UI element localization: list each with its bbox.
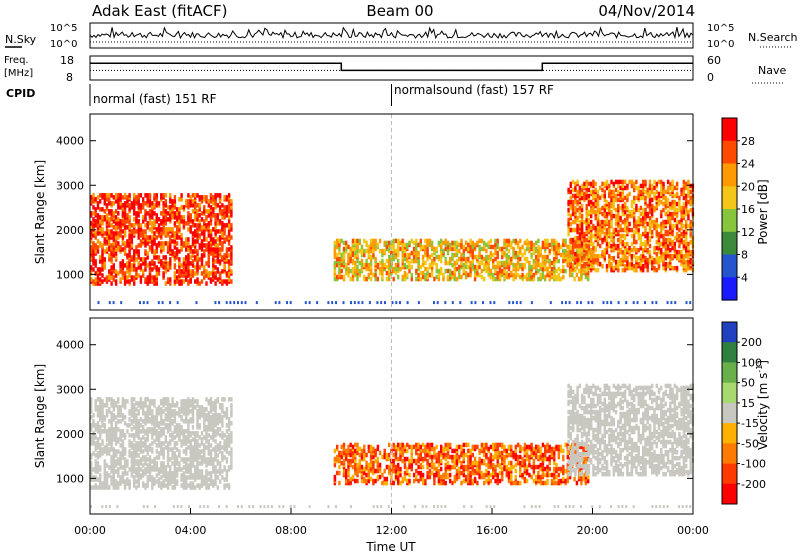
velocity-colorbar-label-main: Velocity [m s: [756, 373, 770, 450]
xtick-label-3: 12:00: [376, 524, 408, 537]
scatter-region-1: [334, 443, 590, 486]
freq-panel-frame: [90, 56, 693, 80]
scatter-region-0: [90, 397, 233, 490]
ytick-label-0: 1000: [56, 268, 84, 281]
colorbar-tick-7: -200: [741, 478, 766, 491]
colorbar-tick-3: 15: [741, 397, 755, 410]
power-heatmap: [90, 114, 694, 310]
colorbar-swatch-4: [722, 403, 737, 424]
nsearch-label: N.Search: [748, 31, 798, 44]
colorbar-swatch-1: [722, 141, 737, 164]
xtick-label-5: 20:00: [577, 524, 609, 537]
xtick-label-4: 16:00: [476, 524, 508, 537]
station-title: Adak East (fitACF): [92, 2, 227, 20]
ytick-label-3: 4000: [56, 135, 84, 148]
colorbar-swatch-7: [722, 464, 737, 485]
colorbar-swatch-4: [722, 209, 737, 232]
cpid-segment-1: normalsound (fast) 157 RF: [394, 83, 554, 97]
scatter-region-0: [90, 193, 233, 286]
freq-label-line1: Freq.: [4, 55, 29, 66]
noise-tick-left-bottom: 10^0: [50, 39, 77, 50]
ytick-label-0: 1000: [56, 472, 84, 485]
colorbar-swatch-6: [722, 255, 737, 278]
colorbar-swatch-2: [722, 164, 737, 187]
ytick-label-3: 4000: [56, 339, 84, 352]
colorbar-swatch-5: [722, 232, 737, 255]
colorbar-swatch-3: [722, 186, 737, 209]
freq-tick-top: 18: [60, 54, 74, 67]
colorbar-swatch-8: [722, 484, 737, 505]
noise-tick-right-bottom: 10^0: [707, 39, 734, 50]
colorbar-tick-1: 24: [741, 158, 755, 171]
velocity-ylabel: Slant Range [km]: [33, 364, 47, 468]
xtick-label-6: 00:00: [677, 524, 709, 537]
near-range-scatter: [90, 505, 691, 508]
ytick-label-1: 2000: [56, 224, 84, 237]
cpid-segment-0: normal (fast) 151 RF: [93, 92, 217, 106]
nave-tick-bottom: 0: [707, 71, 714, 84]
noise-panel-frame: [90, 23, 693, 48]
colorbar-swatch-1: [722, 342, 737, 363]
colorbar-tick-2: 50: [741, 377, 755, 390]
scatter-region-1: [334, 239, 590, 282]
colorbar-tick-2: 20: [741, 180, 755, 193]
colorbar-swatch-3: [722, 383, 737, 404]
noise-tick-left-top: 10^5: [50, 23, 77, 34]
colorbar-tick-0: 200: [741, 336, 762, 349]
nsky-trace: [90, 27, 693, 38]
nsky-label: N.Sky: [5, 33, 37, 46]
scatter-region-2: [567, 180, 694, 273]
xtick-label-0: 00:00: [74, 524, 106, 537]
noise-tick-right-top: 10^5: [707, 23, 734, 34]
noise-trace: [90, 27, 693, 42]
cpid-label: CPID: [6, 87, 35, 100]
freq-tick-bottom: 8: [66, 71, 73, 84]
velocity-colorbar-label: Velocity [m s-1]: [755, 360, 770, 450]
colorbar-swatch-2: [722, 362, 737, 383]
velocity-colorbar-label-close: ]: [756, 360, 770, 365]
velocity-colorbar-label-sup: -1: [755, 365, 764, 373]
xtick-label-2: 08:00: [275, 524, 307, 537]
x-axis-ticks: 00:00 04:00 08:00 12:00 16:00 20:00 00:00: [74, 508, 709, 537]
ytick-label-2: 3000: [56, 179, 84, 192]
colorbar-tick-5: 8: [741, 249, 748, 262]
colorbar-tick-6: 4: [741, 271, 748, 284]
colorbar-swatch-5: [722, 423, 737, 444]
colorbar-tick-6: -100: [741, 458, 766, 471]
power-colorbar-label: Power [dB]: [756, 179, 770, 244]
date-title: 04/Nov/2014: [598, 2, 695, 20]
colorbar-tick-0: 28: [741, 135, 755, 148]
colorbar-swatch-0: [722, 322, 737, 343]
power-ylabel: Slant Range [km]: [33, 160, 47, 264]
colorbar-tick-4: 12: [741, 226, 755, 239]
nave-tick-top: 60: [707, 54, 721, 67]
x-axis-label: Time UT: [365, 540, 416, 554]
near-range-scatter: [98, 301, 692, 304]
colorbar-tick-3: 16: [741, 203, 755, 216]
freq-line: [90, 63, 693, 70]
freq-label-line2: [MHz]: [4, 68, 33, 79]
xtick-label-1: 04:00: [175, 524, 207, 537]
colorbar-swatch-6: [722, 443, 737, 464]
power-colorbar: 28 24 20 16 12 8 4: [722, 118, 755, 301]
ytick-label-1: 2000: [56, 428, 84, 441]
colorbar-swatch-0: [722, 118, 737, 141]
beam-title: Beam 00: [366, 2, 433, 20]
velocity-heatmap: [90, 318, 694, 514]
colorbar-swatch-7: [722, 277, 737, 300]
ytick-label-2: 3000: [56, 383, 84, 396]
nave-label: Nave: [758, 64, 786, 77]
